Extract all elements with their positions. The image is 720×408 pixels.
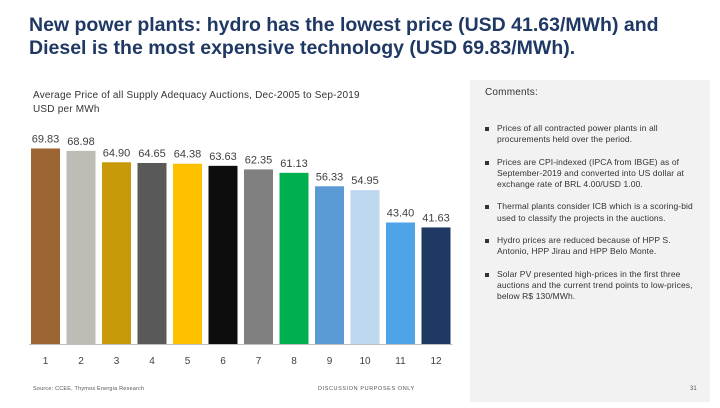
- x-tick-label-2: 2: [78, 356, 84, 367]
- price-bar-chart: 69.83 1 68.98 2 64.90 3 64.65 4 64.38 5 63.63 6 62.3…: [29, 133, 453, 367]
- footer-source: Source: CCEE, Thymos Energia Research: [33, 386, 145, 392]
- x-tick-label-5: 5: [185, 356, 191, 367]
- x-tick-label-8: 8: [291, 356, 297, 367]
- chart-title: Average Price of all Supply Adequacy Auc…: [33, 90, 360, 101]
- data-label-2: 68.98: [67, 136, 95, 148]
- data-label-4: 64.65: [138, 148, 166, 160]
- comments-list: Prices of all contracted power plants in…: [484, 123, 696, 314]
- page-number: 31: [690, 386, 697, 392]
- x-tick-label-10: 10: [359, 356, 371, 367]
- data-label-8: 61.13: [280, 158, 308, 170]
- page-title: New power plants: hydro has the lowest p…: [29, 14, 659, 59]
- data-label-3: 64.90: [103, 147, 131, 159]
- comment-bullet: Solar PV presented high-prices in the fi…: [484, 269, 696, 303]
- bar-8: [279, 172, 309, 344]
- x-tick-label-11: 11: [395, 356, 406, 367]
- comment-bullet: Hydro prices are reduced because of HPP …: [484, 235, 696, 258]
- bar-9: [315, 186, 344, 344]
- comment-bullet: Prices are CPI-indexed (IPCA from IBGE) …: [484, 157, 696, 191]
- bar-4: [137, 162, 167, 344]
- x-tick-label-7: 7: [256, 356, 262, 367]
- data-label-7: 62.35: [245, 154, 273, 166]
- comment-bullet: Thermal plants consider ICB which is a s…: [484, 201, 696, 224]
- comments-panel: Comments: Prices of all contracted power…: [470, 80, 710, 402]
- x-tick-label-1: 1: [43, 356, 49, 367]
- data-label-10: 54.95: [351, 175, 379, 187]
- bar-12: [421, 227, 451, 344]
- data-label-12: 41.63: [422, 212, 450, 224]
- x-tick-label-6: 6: [220, 356, 226, 367]
- bar-3: [102, 162, 131, 344]
- x-tick-label-4: 4: [149, 356, 155, 367]
- data-label-6: 63.63: [209, 151, 237, 163]
- bar-1: [31, 148, 60, 344]
- x-tick-label-9: 9: [327, 356, 333, 367]
- bar-5: [173, 163, 202, 344]
- chart-ylabel: USD per MWh: [33, 104, 100, 115]
- bar-7: [244, 169, 273, 344]
- data-label-11: 43.40: [387, 207, 415, 219]
- bar-2: [66, 150, 96, 344]
- data-label-5: 64.38: [174, 149, 202, 161]
- x-tick-label-3: 3: [114, 356, 120, 367]
- bar-11: [386, 222, 415, 344]
- x-tick-label-12: 12: [430, 356, 442, 367]
- bar-10: [350, 190, 380, 344]
- data-label-9: 56.33: [316, 171, 344, 183]
- comment-bullet: Prices of all contracted power plants in…: [484, 123, 696, 146]
- chart-subtitle: Average Price of all Supply Adequacy Auc…: [33, 89, 413, 117]
- comments-title: Comments:: [485, 87, 538, 98]
- footer-note: DISCUSSION PURPOSES ONLY: [318, 386, 415, 392]
- bar-6: [208, 165, 238, 344]
- data-label-1: 69.83: [32, 133, 60, 145]
